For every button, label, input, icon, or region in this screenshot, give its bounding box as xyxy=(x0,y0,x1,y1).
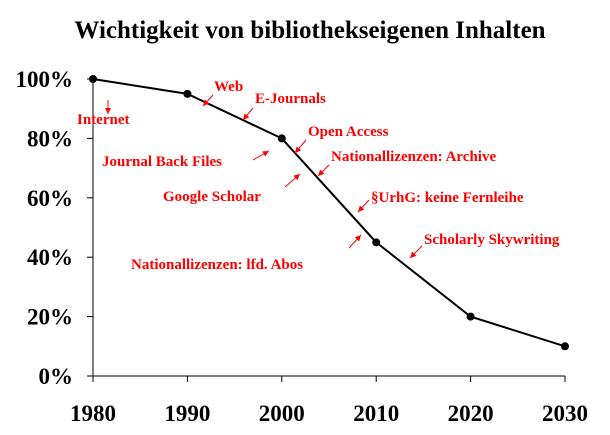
x-tick-label: 1980 xyxy=(70,401,116,426)
x-tick-label: 1990 xyxy=(164,401,210,426)
y-tick-label: 20% xyxy=(27,305,73,330)
annotation-label: Web xyxy=(214,79,243,95)
data-point xyxy=(183,89,192,98)
x-tick-label: 2020 xyxy=(448,401,494,426)
y-tick-label: 100% xyxy=(16,67,74,92)
y-tick-label: 80% xyxy=(27,126,73,151)
y-tick-label: 40% xyxy=(27,245,73,270)
annotation-arrowhead xyxy=(203,99,210,106)
x-tick-label: 2010 xyxy=(353,401,399,426)
y-tick-label: 60% xyxy=(27,186,73,211)
series-line xyxy=(92,78,566,348)
annotation-label: Google Scholar xyxy=(163,189,261,205)
chart-title: Wichtigkeit von bibliothekseigenen Inhal… xyxy=(74,17,545,44)
data-point xyxy=(561,342,569,351)
data-point xyxy=(89,75,97,83)
annotation-label: Nationallizenzen: Archive xyxy=(331,149,496,165)
annotation-label: Journal Back Files xyxy=(102,154,222,170)
series xyxy=(89,75,569,351)
annotation-label: Internet xyxy=(77,112,130,128)
annotation-arrowhead xyxy=(262,151,269,157)
annotation-arrowhead xyxy=(410,251,417,258)
tick-labels: 0% 20% 40% 60% 80% 100% 1980 1990 2000 2010 2020 20… xyxy=(16,67,589,426)
annotation-arrowhead xyxy=(295,146,302,153)
data-point xyxy=(466,312,475,321)
annotation-label: Scholarly Skywriting xyxy=(424,232,560,248)
axes xyxy=(87,78,566,382)
annotations: Internet Web E-Journals Journal Back Files O… xyxy=(77,79,560,273)
annotation-label: Nationallizenzen: lfd. Abos xyxy=(131,257,303,273)
annotation-label: Open Access xyxy=(308,124,389,140)
data-point xyxy=(277,134,286,143)
annotation-arrowhead xyxy=(318,169,325,176)
y-tick-label: 0% xyxy=(39,364,74,389)
annotation-arrowhead xyxy=(358,205,365,212)
annotation-arrowhead xyxy=(354,235,361,242)
annotation-arrowhead xyxy=(293,174,300,181)
annotation-arrowhead xyxy=(243,113,250,120)
annotation-arrowhead xyxy=(105,108,111,114)
x-tick-label: 2030 xyxy=(542,401,588,426)
annotation-label: E-Journals xyxy=(255,91,326,107)
x-tick-label: 2000 xyxy=(259,401,305,426)
annotation-label: §UrhG: keine Fernleihe xyxy=(371,190,524,206)
data-point xyxy=(372,238,381,247)
